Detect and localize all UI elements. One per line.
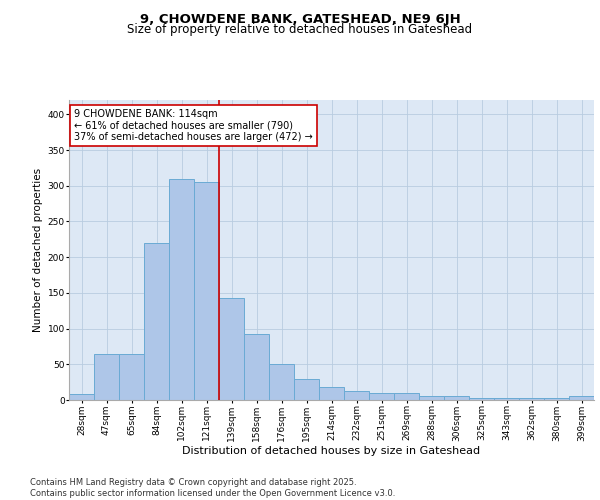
Bar [344,390,369,400]
Text: Size of property relative to detached houses in Gateshead: Size of property relative to detached ho… [127,22,473,36]
Bar [69,394,94,400]
Bar [394,393,419,400]
Bar [469,398,494,400]
Bar [194,182,219,400]
Bar [119,354,144,400]
Bar [94,354,119,400]
Bar [519,398,544,400]
Y-axis label: Number of detached properties: Number of detached properties [34,168,43,332]
Bar [269,364,294,400]
Text: 9, CHOWDENE BANK, GATESHEAD, NE9 6JH: 9, CHOWDENE BANK, GATESHEAD, NE9 6JH [140,12,460,26]
Bar [444,396,469,400]
Bar [419,396,444,400]
Bar [144,243,169,400]
Bar [369,393,394,400]
Bar [294,378,319,400]
X-axis label: Distribution of detached houses by size in Gateshead: Distribution of detached houses by size … [182,446,481,456]
Bar [569,396,594,400]
Bar [244,334,269,400]
Bar [169,178,194,400]
Bar [319,387,344,400]
Bar [544,398,569,400]
Bar [219,298,244,400]
Bar [494,398,519,400]
Text: 9 CHOWDENE BANK: 114sqm
← 61% of detached houses are smaller (790)
37% of semi-d: 9 CHOWDENE BANK: 114sqm ← 61% of detache… [74,109,313,142]
Text: Contains HM Land Registry data © Crown copyright and database right 2025.
Contai: Contains HM Land Registry data © Crown c… [30,478,395,498]
